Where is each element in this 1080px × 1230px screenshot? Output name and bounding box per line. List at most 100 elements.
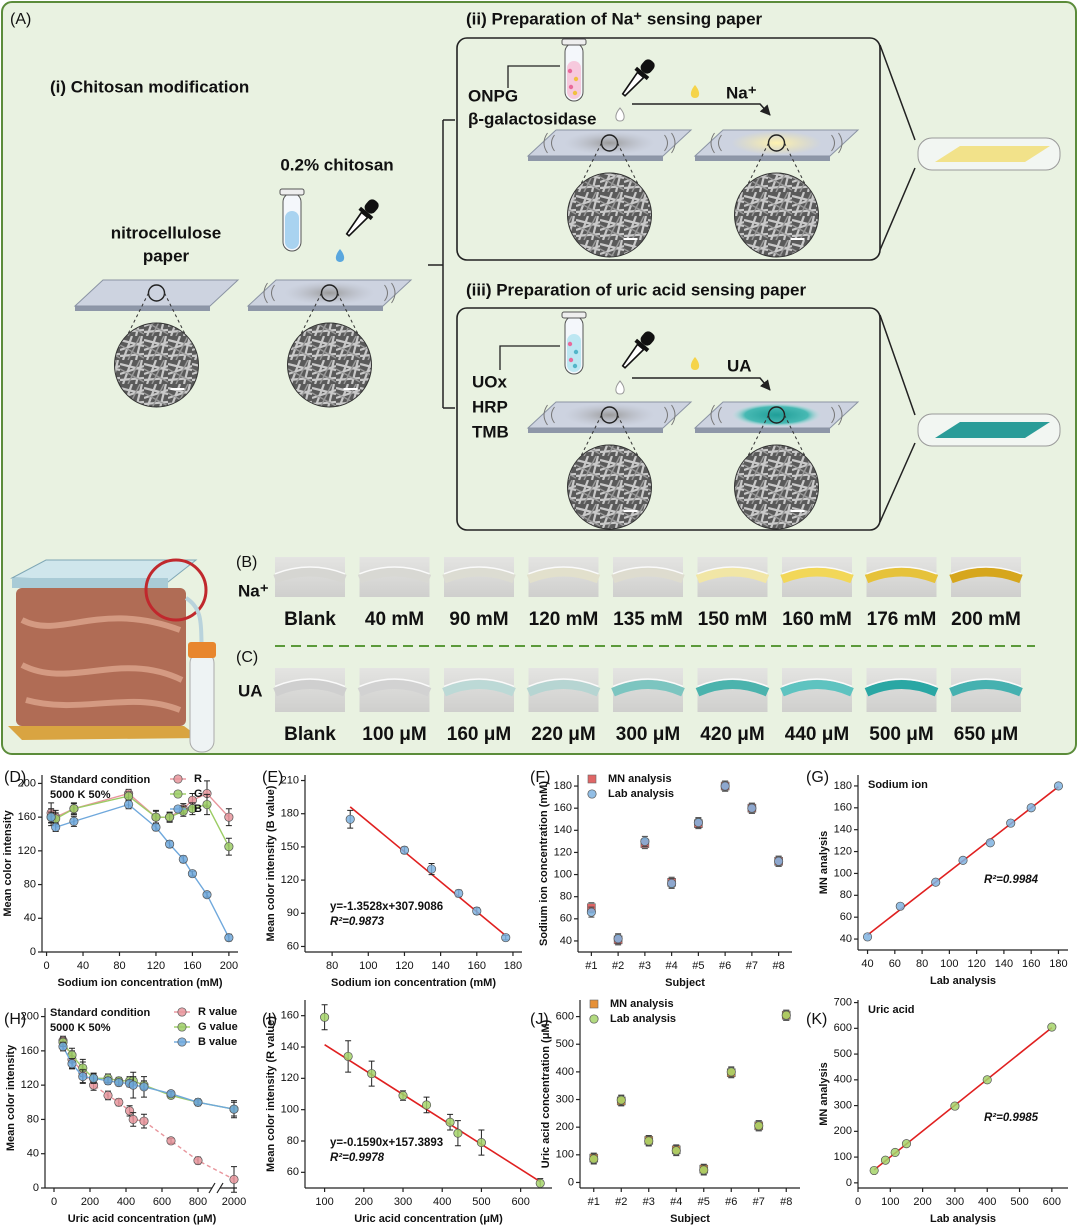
- series-line: [50, 795, 230, 847]
- label: Mean color intensity: [2, 809, 14, 916]
- marker: [613, 934, 623, 944]
- label: 40: [77, 960, 89, 972]
- label: Lab analysis: [930, 975, 996, 987]
- label: 120: [967, 958, 985, 970]
- paper-edge: [528, 156, 663, 161]
- label: β-galactosidase: [468, 109, 596, 128]
- axis-break: [208, 1182, 224, 1194]
- paper-edge: [695, 428, 830, 433]
- marker: [616, 1095, 626, 1105]
- marker: [139, 1116, 149, 1126]
- sem-image: [734, 172, 819, 258]
- marker: [869, 1165, 879, 1176]
- label: #5: [698, 1196, 710, 1208]
- marker: [589, 1014, 599, 1024]
- marker: [320, 1012, 330, 1022]
- label: 200: [556, 1121, 574, 1133]
- label: 5000 K 50%: [50, 1022, 111, 1034]
- marker: [151, 812, 161, 822]
- marker: [950, 1101, 960, 1111]
- label: 200: [913, 1196, 931, 1208]
- label: 120: [554, 846, 572, 858]
- label: Sodium ion concentration (mM): [331, 977, 496, 989]
- label: Sodium ion concentration (mM): [58, 977, 223, 989]
- marker: [1006, 818, 1016, 828]
- strip-highlight: [274, 678, 346, 688]
- label: Uric acid: [868, 1004, 914, 1016]
- marker: [224, 812, 234, 822]
- tube-cap: [561, 38, 587, 46]
- label: 160: [468, 960, 486, 972]
- label: 200: [21, 1010, 39, 1022]
- label: #2: [612, 960, 624, 972]
- marker: [345, 814, 355, 824]
- label: 120: [147, 960, 165, 972]
- marker: [472, 906, 482, 916]
- label: UA: [238, 681, 263, 700]
- label: 600: [556, 1010, 574, 1022]
- marker: [151, 822, 161, 832]
- tube-cap: [279, 188, 305, 196]
- label: #3: [639, 960, 651, 972]
- dropper: [345, 199, 379, 237]
- label: (J): [530, 1011, 549, 1028]
- label: 800: [189, 1196, 207, 1208]
- label: #8: [773, 960, 785, 972]
- label: MN analysis: [608, 773, 672, 785]
- marker: [699, 1165, 709, 1175]
- particle: [567, 68, 573, 74]
- label: 40: [27, 1148, 39, 1160]
- dropper-bulb: [640, 59, 655, 74]
- label: HRP: [472, 397, 508, 416]
- label: 220 μM: [531, 724, 595, 745]
- label: Uric acid concentration (μM): [354, 1213, 503, 1225]
- label: 100: [554, 868, 572, 880]
- label: TMB: [472, 422, 509, 441]
- marker: [895, 901, 905, 911]
- label: 40: [560, 935, 572, 947]
- particle: [568, 357, 574, 363]
- label: 700: [834, 996, 852, 1008]
- marker: [747, 803, 757, 813]
- device-illustration: [8, 558, 216, 753]
- bracket: [428, 119, 455, 409]
- paper-edge: [248, 306, 383, 311]
- marker: [124, 791, 134, 801]
- label: Uric acid concentration (μM): [540, 1019, 552, 1168]
- label: 40: [840, 933, 852, 945]
- label: 0.2% chitosan: [280, 155, 393, 174]
- ripple: [710, 404, 843, 426]
- label: G: [194, 788, 203, 800]
- fit-line: [324, 1043, 541, 1183]
- strip-highlight: [697, 566, 768, 575]
- label: (I): [262, 1011, 277, 1028]
- marker: [224, 842, 234, 852]
- label: 600: [834, 1022, 852, 1034]
- error-bar: [775, 855, 782, 867]
- label: (A): [10, 11, 31, 28]
- label: R²=0.9978: [330, 1152, 385, 1164]
- label: 400: [834, 1074, 852, 1086]
- marker: [114, 1078, 124, 1088]
- label: 200: [81, 1196, 99, 1208]
- label: Lab analysis: [930, 1213, 996, 1225]
- label: 90 mM: [449, 609, 508, 630]
- label: 180: [504, 960, 522, 972]
- dropper-bulb: [364, 199, 379, 214]
- strip-highlight: [612, 678, 684, 688]
- marker: [125, 1106, 135, 1116]
- series-line: [62, 1046, 235, 1110]
- spot: [284, 281, 375, 305]
- strip-highlight: [781, 678, 853, 688]
- label: 200 mM: [951, 609, 1021, 630]
- label: 60: [287, 940, 299, 952]
- dropper-bulb: [640, 331, 655, 346]
- marker: [644, 1136, 654, 1146]
- label: (H): [4, 1011, 26, 1028]
- ripple: [543, 404, 676, 426]
- label: Na⁺: [238, 581, 269, 600]
- series-line: [62, 1040, 235, 1181]
- fit-line: [873, 1026, 1053, 1171]
- marker: [367, 1069, 377, 1079]
- error-bar: [728, 1066, 735, 1078]
